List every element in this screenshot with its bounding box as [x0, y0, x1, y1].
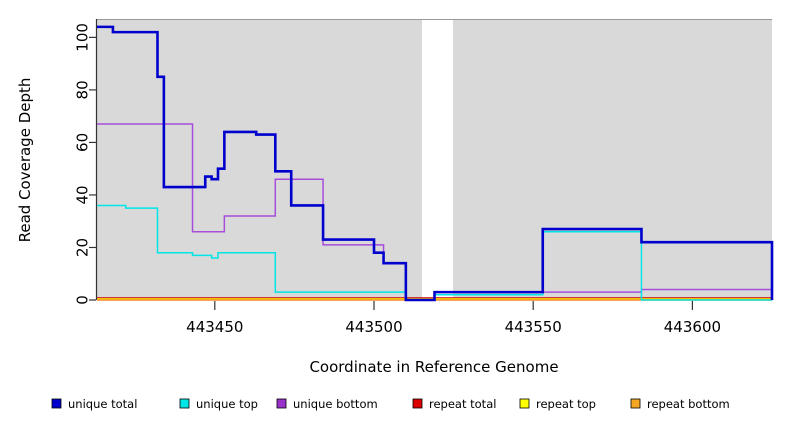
y-tick-label: 40	[74, 185, 92, 204]
y-axis-tick-labels: 0 20 40 60 80 100	[74, 23, 92, 305]
x-tick-label: 443550	[505, 318, 562, 336]
y-tick-label: 100	[74, 23, 92, 52]
data-series-group	[97, 25, 774, 302]
legend-label-unique-top: unique top	[196, 397, 258, 411]
legend-swatch-repeat-total	[412, 398, 423, 409]
x-tick-label: 443500	[345, 318, 402, 336]
x-axis-title: Coordinate in Reference Genome	[309, 358, 558, 376]
y-tick-label: 20	[74, 238, 92, 257]
legend-swatch-unique-total	[51, 398, 62, 409]
legend: unique total unique top unique bottom repea…	[51, 397, 730, 411]
y-tick-label: 80	[74, 80, 92, 99]
legend-swatch-unique-bottom	[276, 398, 287, 409]
y-tick-label: 60	[74, 133, 92, 152]
x-tick-label: 443450	[186, 318, 243, 336]
legend-swatch-repeat-top	[519, 398, 530, 409]
x-tick-label: 443600	[664, 318, 721, 336]
legend-swatch-repeat-bottom	[630, 398, 641, 409]
y-axis-title: Read Coverage Depth	[16, 78, 34, 243]
x-axis-ticks	[214, 301, 694, 310]
legend-label-repeat-total: repeat total	[429, 397, 496, 411]
y-tick-label: 0	[74, 295, 92, 305]
legend-swatch-unique-top	[179, 398, 190, 409]
legend-label-repeat-bottom: repeat bottom	[647, 397, 730, 411]
x-axis-tick-labels: 443450 443500 443550 443600	[186, 318, 721, 336]
no-data-gap-region	[422, 19, 453, 300]
y-axis-ticks	[89, 36, 96, 301]
legend-label-repeat-top: repeat top	[536, 397, 596, 411]
legend-label-unique-total: unique total	[68, 397, 137, 411]
series-line-unique-total	[97, 25, 774, 302]
legend-label-unique-bottom: unique bottom	[293, 397, 378, 411]
